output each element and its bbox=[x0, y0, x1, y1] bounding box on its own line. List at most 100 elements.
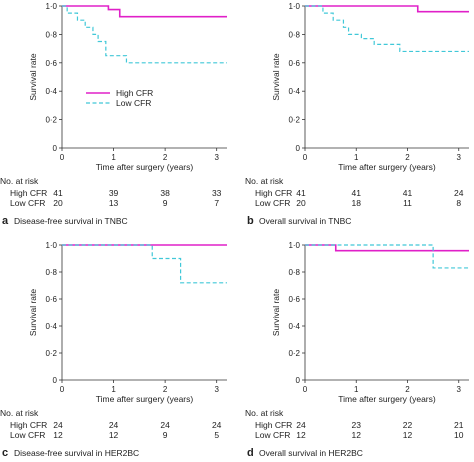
x-tick-label: 3 bbox=[457, 385, 462, 394]
risk-row-label: Low CFR bbox=[255, 198, 290, 208]
legend-high-cfr-label: High CFR bbox=[116, 88, 153, 98]
risk-count: 24 bbox=[212, 420, 222, 430]
risk-count: 38 bbox=[160, 188, 170, 198]
y-axis-title: Survival rate bbox=[271, 53, 281, 101]
y-tick-label: 0·4 bbox=[288, 87, 300, 96]
y-axis-title: Survival rate bbox=[28, 289, 38, 337]
risk-count: 24 bbox=[160, 420, 170, 430]
y-tick-label: 1·0 bbox=[45, 241, 57, 250]
risk-count: 12 bbox=[53, 430, 63, 440]
x-tick-label: 2 bbox=[163, 385, 168, 394]
y-tick-label: 1·0 bbox=[45, 2, 57, 11]
risk-table-header: No. at risk bbox=[245, 408, 284, 418]
x-tick-label: 3 bbox=[457, 153, 462, 162]
y-tick-label: 0·8 bbox=[288, 30, 300, 39]
x-tick-label: 1 bbox=[111, 385, 116, 394]
risk-row-label: High CFR bbox=[255, 420, 292, 430]
y-tick-label: 1·0 bbox=[288, 241, 300, 250]
x-tick-label: 2 bbox=[163, 153, 168, 162]
risk-row-label: Low CFR bbox=[10, 430, 45, 440]
y-tick-label: 0·6 bbox=[45, 295, 57, 304]
y-tick-label: 0·8 bbox=[288, 268, 300, 277]
x-tick-label: 0 bbox=[303, 385, 308, 394]
risk-count: 22 bbox=[403, 420, 413, 430]
y-tick-label: 0·2 bbox=[45, 116, 57, 125]
x-tick-label: 0 bbox=[60, 153, 65, 162]
x-tick-label: 0 bbox=[303, 153, 308, 162]
low-cfr-series-line bbox=[305, 244, 469, 269]
y-tick-label: 0·4 bbox=[45, 322, 57, 331]
y-tick-label: 0·2 bbox=[288, 349, 300, 358]
risk-count: 41 bbox=[53, 188, 63, 198]
risk-count: 13 bbox=[109, 198, 119, 208]
risk-count: 18 bbox=[352, 198, 362, 208]
risk-row-label: Low CFR bbox=[10, 198, 45, 208]
x-tick-label: 3 bbox=[214, 153, 219, 162]
y-tick-label: 0·6 bbox=[288, 295, 300, 304]
panel-b: 0 0·2 0·4 0·6 0·8 1·0 0 1 2 3 Time after surgery (… bbox=[245, 2, 469, 227]
low-cfr-series-line bbox=[62, 5, 227, 64]
risk-count: 12 bbox=[352, 430, 362, 440]
y-tick-label: 0·6 bbox=[288, 59, 300, 68]
panel-letter: c bbox=[2, 447, 8, 459]
y-axis-title: Survival rate bbox=[271, 289, 281, 337]
panel-caption: Disease-free survival in TNBC bbox=[14, 216, 128, 226]
y-tick-label: 0·2 bbox=[45, 349, 57, 358]
x-axis-title: Time after surgery (years) bbox=[338, 162, 436, 172]
x-tick-label: 1 bbox=[354, 153, 359, 162]
y-tick-label: 0·4 bbox=[45, 87, 57, 96]
risk-row-label: High CFR bbox=[255, 188, 292, 198]
x-tick-label: 1 bbox=[354, 385, 359, 394]
risk-count: 20 bbox=[296, 198, 306, 208]
y-tick-label: 0·6 bbox=[45, 59, 57, 68]
y-tick-label: 0·8 bbox=[45, 30, 57, 39]
x-tick-label: 3 bbox=[214, 385, 219, 394]
risk-count: 41 bbox=[296, 188, 306, 198]
x-tick-label: 2 bbox=[405, 385, 410, 394]
risk-count: 5 bbox=[214, 430, 219, 440]
y-tick-label: 0·8 bbox=[45, 268, 57, 277]
panel-a: 0 0·2 0·4 0·6 0·8 1·0 0 1 2 3 Time after surgery (… bbox=[0, 2, 227, 227]
risk-count: 41 bbox=[403, 188, 413, 198]
risk-count: 24 bbox=[53, 420, 63, 430]
risk-row-label: High CFR bbox=[10, 188, 47, 198]
risk-count: 39 bbox=[109, 188, 119, 198]
high-cfr-series-line bbox=[305, 244, 469, 252]
risk-table-header: No. at risk bbox=[0, 408, 39, 418]
risk-count: 7 bbox=[214, 198, 219, 208]
risk-count: 9 bbox=[163, 430, 168, 440]
risk-count: 12 bbox=[403, 430, 413, 440]
risk-row-label: Low CFR bbox=[255, 430, 290, 440]
risk-count: 11 bbox=[403, 198, 412, 208]
y-axis-title: Survival rate bbox=[28, 53, 38, 101]
risk-count: 23 bbox=[352, 420, 362, 430]
risk-row-label: High CFR bbox=[10, 420, 47, 430]
panel-letter: a bbox=[2, 215, 9, 227]
panel-letter: d bbox=[247, 447, 254, 459]
y-tick-label: 0 bbox=[296, 144, 301, 153]
x-tick-label: 2 bbox=[405, 153, 410, 162]
risk-count: 41 bbox=[352, 188, 362, 198]
x-axis-title: Time after surgery (years) bbox=[338, 394, 436, 404]
x-axis-title: Time after surgery (years) bbox=[96, 394, 194, 404]
panel-letter: b bbox=[247, 215, 254, 227]
y-tick-label: 1·0 bbox=[288, 2, 300, 11]
low-cfr-series-line bbox=[62, 244, 227, 284]
risk-count: 33 bbox=[212, 188, 222, 198]
risk-count: 20 bbox=[53, 198, 63, 208]
risk-table-header: No. at risk bbox=[245, 176, 284, 186]
x-axis-title: Time after surgery (years) bbox=[96, 162, 194, 172]
y-tick-label: 0·4 bbox=[288, 322, 300, 331]
x-tick-label: 0 bbox=[60, 385, 65, 394]
risk-count: 10 bbox=[454, 430, 464, 440]
risk-count: 21 bbox=[454, 420, 464, 430]
y-tick-label: 0 bbox=[53, 376, 58, 385]
risk-count: 8 bbox=[456, 198, 461, 208]
panel-caption: Disease-free survival in HER2BC bbox=[14, 448, 139, 458]
risk-count: 9 bbox=[163, 198, 168, 208]
risk-table-header: No. at risk bbox=[0, 176, 39, 186]
